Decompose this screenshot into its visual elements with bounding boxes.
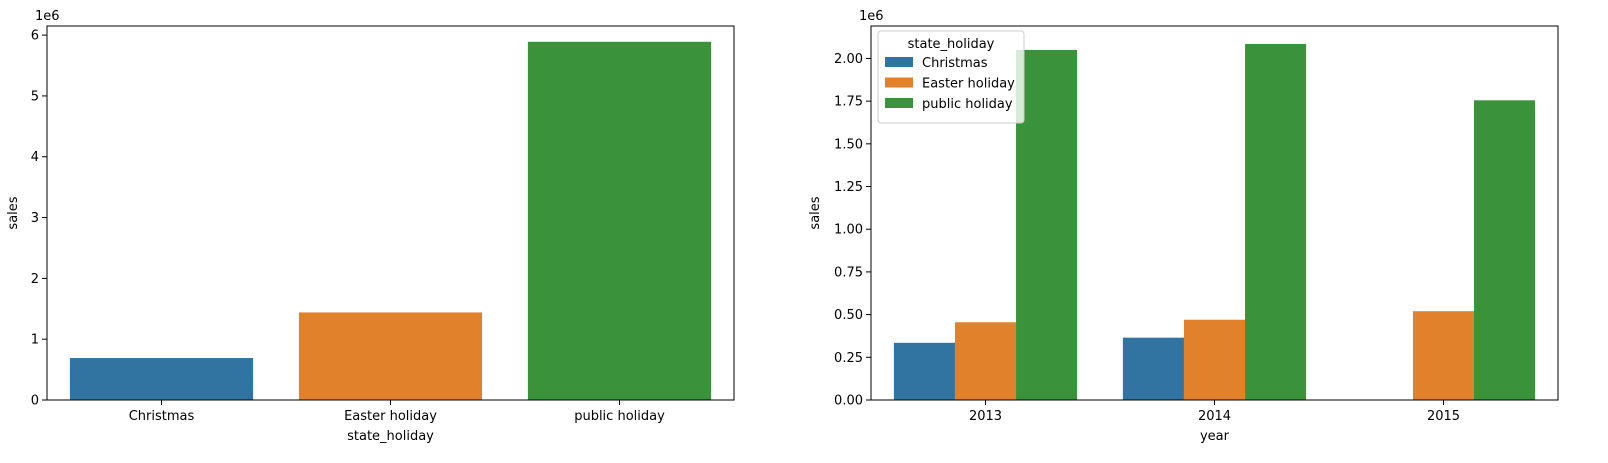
legend-swatch (885, 57, 913, 67)
chart-2-x-ticks: 2013 2014 2015 (969, 400, 1460, 424)
chart-1-y-axis-label: sales (6, 196, 21, 229)
legend-swatch (885, 98, 913, 108)
chart-2-y-ticks: 0.00 0.25 0.50 0.75 1.00 1.25 1.50 1.75 2.00 (834, 52, 871, 409)
y-tick-label: 1.00 (834, 223, 863, 238)
y-tick-label: 1 (31, 333, 39, 348)
bar-easter-holiday (298, 312, 483, 400)
legend-box (877, 30, 1025, 124)
chart-2-legend: state_holiday Christmas Easter holiday pub… (877, 30, 1025, 124)
chart-2-y-axis-label: sales (808, 196, 823, 229)
chart-2-bars (893, 43, 1536, 401)
bar-easter-holiday-2013 (954, 322, 1017, 400)
chart-2-plot-frame (870, 25, 1559, 401)
bar-public-holiday-2014 (1245, 43, 1307, 400)
chart-1-plot-frame (46, 25, 735, 401)
legend-label: Christmas (922, 56, 988, 71)
x-tick-label: public holiday (574, 409, 665, 424)
y-tick-label: 4 (31, 150, 39, 165)
y-tick-label: 3 (31, 211, 39, 226)
y-tick-label: 0.50 (834, 308, 863, 323)
chart-1: 0 1 2 3 4 5 6 Christmas Easter holiday public ho… (6, 9, 735, 444)
chart-2-y-offset-label: 1e6 (859, 9, 884, 24)
bar-easter-holiday-2015 (1412, 311, 1475, 400)
y-tick-label: 1.75 (834, 95, 863, 110)
chart-2-x-axis-label: year (1200, 429, 1230, 444)
legend-swatch (885, 77, 913, 88)
bar-public-holiday-2015 (1474, 100, 1536, 401)
y-tick-label: 2.00 (834, 52, 863, 67)
y-tick-label: 2 (31, 272, 39, 287)
bar-easter-holiday-2014 (1183, 319, 1246, 400)
legend-title: state_holiday (908, 37, 995, 52)
chart-1-y-offset-label: 1e6 (35, 9, 60, 24)
y-tick-label: 6 (31, 29, 39, 44)
bar-public-holiday (527, 41, 712, 401)
legend-label: Easter holiday (922, 77, 1015, 92)
legend-items: Christmas Easter holiday public holiday (885, 56, 1015, 112)
y-tick-label: 0.00 (834, 394, 863, 409)
x-tick-label: Christmas (129, 409, 195, 424)
y-tick-label: 0.75 (834, 265, 863, 280)
x-tick-label: 2013 (969, 409, 1002, 424)
chart-1-x-axis-label: state_holiday (347, 429, 434, 444)
y-tick-label: 0.25 (834, 351, 863, 366)
bar-christmas-2014 (1122, 337, 1184, 400)
y-tick-label: 1.25 (834, 180, 863, 195)
y-tick-label: 5 (31, 89, 39, 104)
chart-1-x-ticks: Christmas Easter holiday public holiday (129, 400, 665, 424)
bar-public-holiday-2013 (1016, 49, 1078, 400)
x-tick-label: Easter holiday (344, 409, 437, 424)
legend-label: public holiday (922, 97, 1013, 112)
bar-christmas (69, 358, 254, 400)
chart-1-y-ticks: 0 1 2 3 4 5 6 (31, 29, 47, 409)
x-tick-label: 2014 (1198, 409, 1231, 424)
x-tick-label: 2015 (1427, 409, 1460, 424)
y-tick-label: 1.50 (834, 137, 863, 152)
chart-2: 0.00 0.25 0.50 0.75 1.00 1.25 1.50 1.75 2.00 201… (808, 9, 1559, 444)
y-tick-label: 0 (31, 394, 39, 409)
bar-christmas-2013 (893, 342, 955, 400)
chart-1-bars (69, 41, 712, 401)
